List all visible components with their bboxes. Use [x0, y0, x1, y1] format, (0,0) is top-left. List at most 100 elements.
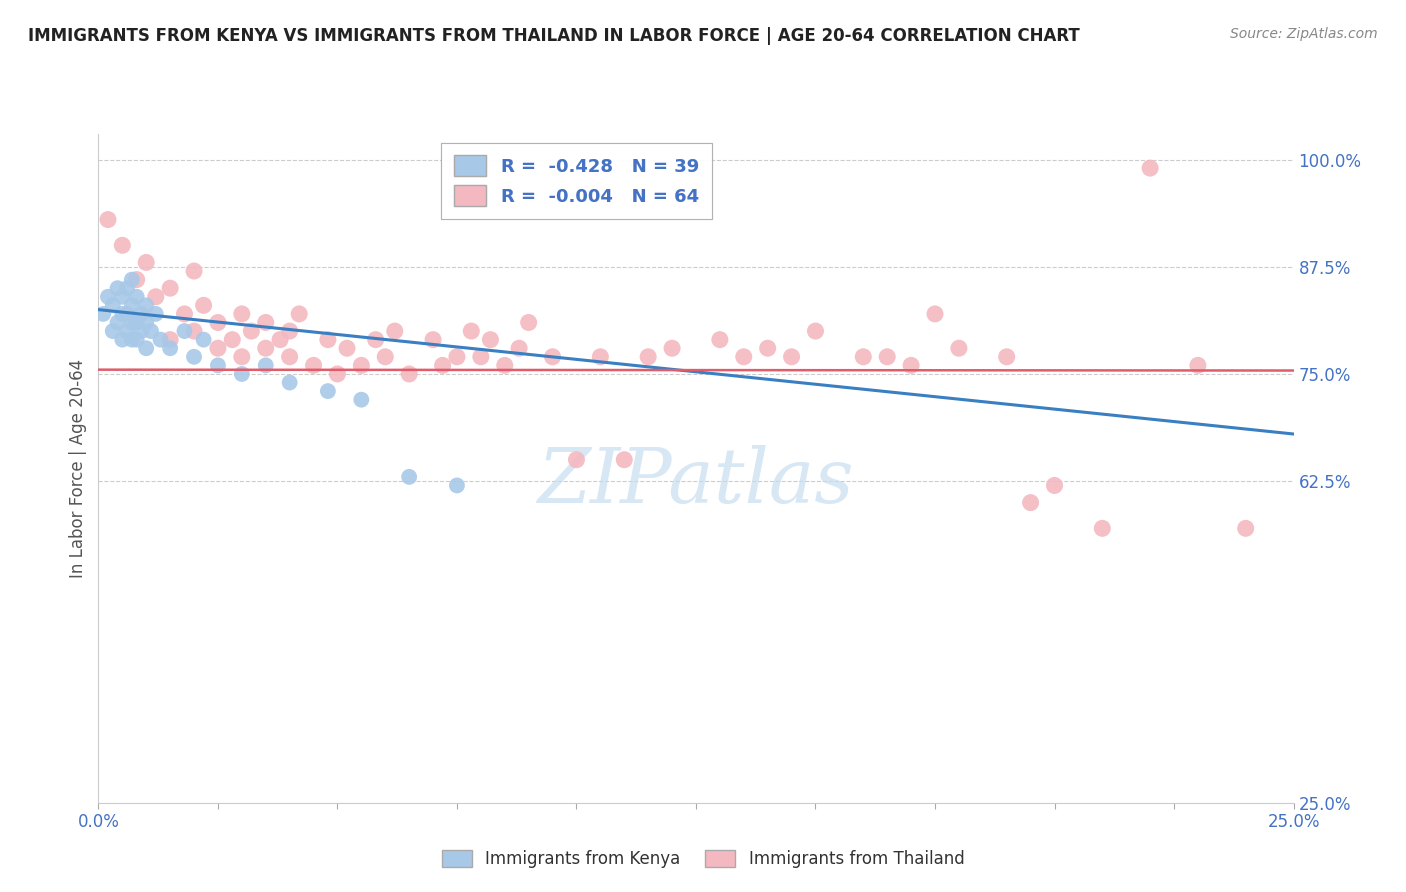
- Point: [115, 324, 138, 338]
- Point: [231, 350, 253, 364]
- Point: [207, 359, 229, 373]
- Point: [948, 341, 970, 355]
- Point: [613, 452, 636, 467]
- Point: [97, 212, 120, 227]
- Point: [145, 290, 167, 304]
- Point: [131, 324, 153, 338]
- Point: [207, 316, 229, 330]
- Point: [1187, 359, 1209, 373]
- Point: [637, 350, 659, 364]
- Point: [115, 307, 138, 321]
- Point: [804, 324, 827, 338]
- Point: [326, 367, 349, 381]
- Point: [159, 281, 181, 295]
- Point: [91, 307, 114, 321]
- Point: [125, 333, 148, 347]
- Point: [145, 307, 167, 321]
- Point: [288, 307, 311, 321]
- Point: [733, 350, 755, 364]
- Point: [121, 272, 143, 286]
- Point: [231, 307, 253, 321]
- Point: [111, 290, 134, 304]
- Point: [517, 316, 540, 330]
- Point: [107, 281, 129, 295]
- Point: [1043, 478, 1066, 492]
- Point: [221, 333, 243, 347]
- Point: [135, 255, 157, 269]
- Point: [254, 316, 277, 330]
- Point: [207, 341, 229, 355]
- Point: [924, 307, 946, 321]
- Point: [422, 333, 444, 347]
- Point: [364, 333, 387, 347]
- Point: [125, 290, 148, 304]
- Point: [852, 350, 875, 364]
- Legend: R =  -0.428   N = 39, R =  -0.004   N = 64: R = -0.428 N = 39, R = -0.004 N = 64: [441, 143, 711, 219]
- Text: ZIPatlas: ZIPatlas: [537, 445, 855, 518]
- Point: [131, 307, 153, 321]
- Point: [541, 350, 564, 364]
- Point: [97, 290, 120, 304]
- Point: [446, 350, 468, 364]
- Point: [508, 341, 530, 355]
- Point: [432, 359, 454, 373]
- Point: [780, 350, 803, 364]
- Point: [135, 316, 157, 330]
- Point: [254, 341, 277, 355]
- Point: [374, 350, 396, 364]
- Point: [121, 316, 143, 330]
- Point: [121, 333, 143, 347]
- Point: [139, 324, 162, 338]
- Point: [316, 333, 339, 347]
- Point: [173, 324, 195, 338]
- Point: [278, 324, 301, 338]
- Point: [350, 392, 373, 407]
- Point: [159, 333, 181, 347]
- Point: [101, 324, 124, 338]
- Point: [350, 359, 373, 373]
- Point: [398, 367, 420, 381]
- Point: [470, 350, 492, 364]
- Point: [661, 341, 683, 355]
- Point: [125, 316, 148, 330]
- Point: [565, 452, 588, 467]
- Point: [756, 341, 779, 355]
- Point: [111, 238, 134, 252]
- Point: [111, 307, 134, 321]
- Point: [135, 341, 157, 355]
- Text: Source: ZipAtlas.com: Source: ZipAtlas.com: [1230, 27, 1378, 41]
- Point: [302, 359, 325, 373]
- Point: [183, 350, 205, 364]
- Point: [125, 272, 148, 286]
- Point: [1234, 521, 1257, 535]
- Point: [183, 264, 205, 278]
- Point: [173, 307, 195, 321]
- Point: [101, 298, 124, 312]
- Point: [876, 350, 898, 364]
- Point: [278, 376, 301, 390]
- Point: [995, 350, 1018, 364]
- Text: IMMIGRANTS FROM KENYA VS IMMIGRANTS FROM THAILAND IN LABOR FORCE | AGE 20-64 COR: IMMIGRANTS FROM KENYA VS IMMIGRANTS FROM…: [28, 27, 1080, 45]
- Point: [115, 281, 138, 295]
- Point: [460, 324, 482, 338]
- Point: [1019, 495, 1042, 509]
- Point: [193, 333, 215, 347]
- Point: [494, 359, 516, 373]
- Point: [900, 359, 922, 373]
- Point: [231, 367, 253, 381]
- Point: [316, 384, 339, 398]
- Point: [135, 298, 157, 312]
- Point: [479, 333, 502, 347]
- Legend: Immigrants from Kenya, Immigrants from Thailand: Immigrants from Kenya, Immigrants from T…: [434, 843, 972, 875]
- Point: [121, 298, 143, 312]
- Point: [336, 341, 359, 355]
- Point: [269, 333, 291, 347]
- Point: [1139, 161, 1161, 175]
- Point: [240, 324, 263, 338]
- Point: [107, 316, 129, 330]
- Point: [254, 359, 277, 373]
- Point: [111, 333, 134, 347]
- Point: [278, 350, 301, 364]
- Point: [398, 470, 420, 484]
- Point: [149, 333, 172, 347]
